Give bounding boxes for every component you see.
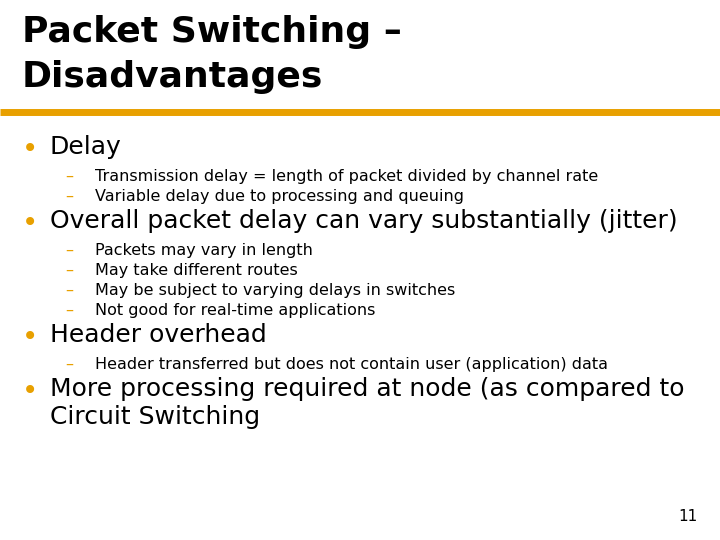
Text: •: • — [22, 135, 38, 163]
Text: 11: 11 — [679, 509, 698, 524]
Text: –: – — [65, 169, 73, 184]
Text: –: – — [65, 283, 73, 298]
Text: •: • — [22, 209, 38, 237]
Text: –: – — [65, 263, 73, 278]
Text: Disadvantages: Disadvantages — [22, 60, 323, 94]
Text: Header transferred but does not contain user (application) data: Header transferred but does not contain … — [95, 357, 608, 372]
Text: Packets may vary in length: Packets may vary in length — [95, 243, 313, 258]
Text: •: • — [22, 377, 38, 405]
Text: May be subject to varying delays in switches: May be subject to varying delays in swit… — [95, 283, 455, 298]
Text: Variable delay due to processing and queuing: Variable delay due to processing and que… — [95, 189, 464, 204]
Text: Packet Switching –: Packet Switching – — [22, 15, 402, 49]
Text: More processing required at node (as compared to
Circuit Switching: More processing required at node (as com… — [50, 377, 685, 429]
Text: Not good for real-time applications: Not good for real-time applications — [95, 303, 375, 318]
Text: Overall packet delay can vary substantially (jitter): Overall packet delay can vary substantia… — [50, 209, 678, 233]
Text: Header overhead: Header overhead — [50, 323, 266, 347]
Text: •: • — [22, 323, 38, 351]
Text: Transmission delay = length of packet divided by channel rate: Transmission delay = length of packet di… — [95, 169, 598, 184]
Text: –: – — [65, 357, 73, 372]
Text: –: – — [65, 189, 73, 204]
Text: Delay: Delay — [50, 135, 122, 159]
Text: May take different routes: May take different routes — [95, 263, 298, 278]
Text: –: – — [65, 243, 73, 258]
Text: –: – — [65, 303, 73, 318]
